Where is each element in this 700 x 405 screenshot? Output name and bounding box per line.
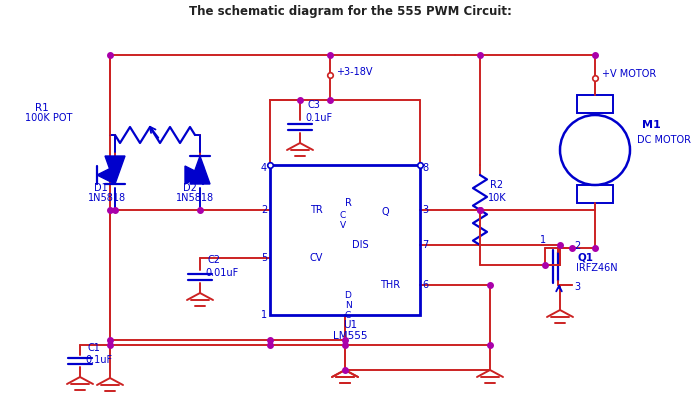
Bar <box>577 185 613 203</box>
Text: C1: C1 <box>88 343 101 353</box>
Text: 2: 2 <box>574 241 580 251</box>
Text: 5: 5 <box>260 253 267 263</box>
Text: R: R <box>344 198 351 208</box>
Text: R1: R1 <box>35 103 49 113</box>
Text: Q: Q <box>382 207 388 217</box>
Text: 10K: 10K <box>488 193 507 203</box>
Text: 4: 4 <box>261 163 267 173</box>
Text: IRFZ46N: IRFZ46N <box>576 263 617 273</box>
Text: TR: TR <box>310 205 323 215</box>
Text: C3: C3 <box>308 100 321 110</box>
Text: DIS: DIS <box>351 240 368 250</box>
Text: 1N5818: 1N5818 <box>88 193 126 203</box>
Text: D: D <box>344 290 351 300</box>
Text: THR: THR <box>380 280 400 290</box>
Text: U1: U1 <box>343 320 357 330</box>
Text: 1: 1 <box>540 235 546 245</box>
Bar <box>270 165 420 315</box>
Text: LM555: LM555 <box>332 331 368 341</box>
Text: DC MOTOR: DC MOTOR <box>637 135 691 145</box>
Text: 7: 7 <box>422 240 428 250</box>
Polygon shape <box>97 166 115 184</box>
Polygon shape <box>190 156 210 184</box>
Text: The schematic diagram for the 555 PWM Circuit:: The schematic diagram for the 555 PWM Ci… <box>188 4 512 17</box>
Text: CV: CV <box>310 253 323 263</box>
Text: C2: C2 <box>208 255 221 265</box>
Text: 2: 2 <box>260 205 267 215</box>
Text: 6: 6 <box>422 280 428 290</box>
Text: M1: M1 <box>642 120 661 130</box>
Text: V: V <box>340 220 346 230</box>
Polygon shape <box>105 156 125 184</box>
Polygon shape <box>185 166 203 184</box>
Text: 100K POT: 100K POT <box>25 113 72 123</box>
Text: 0.1uF: 0.1uF <box>305 113 332 123</box>
Text: D2: D2 <box>183 183 197 193</box>
Text: C: C <box>345 311 351 320</box>
Text: 1: 1 <box>261 310 267 320</box>
Text: 0.01uF: 0.01uF <box>205 268 238 278</box>
Text: N: N <box>344 301 351 309</box>
Text: C: C <box>340 211 346 220</box>
Text: 8: 8 <box>422 163 428 173</box>
Text: 3: 3 <box>422 205 428 215</box>
Text: 1N5818: 1N5818 <box>176 193 214 203</box>
Text: 3: 3 <box>574 282 580 292</box>
Text: R2: R2 <box>490 180 503 190</box>
Text: D1: D1 <box>94 183 108 193</box>
Text: +3-18V: +3-18V <box>336 67 372 77</box>
Text: 0.1uF: 0.1uF <box>85 355 112 365</box>
Text: +V MOTOR: +V MOTOR <box>602 69 657 79</box>
Bar <box>577 95 613 113</box>
Text: Q1: Q1 <box>578 252 594 262</box>
